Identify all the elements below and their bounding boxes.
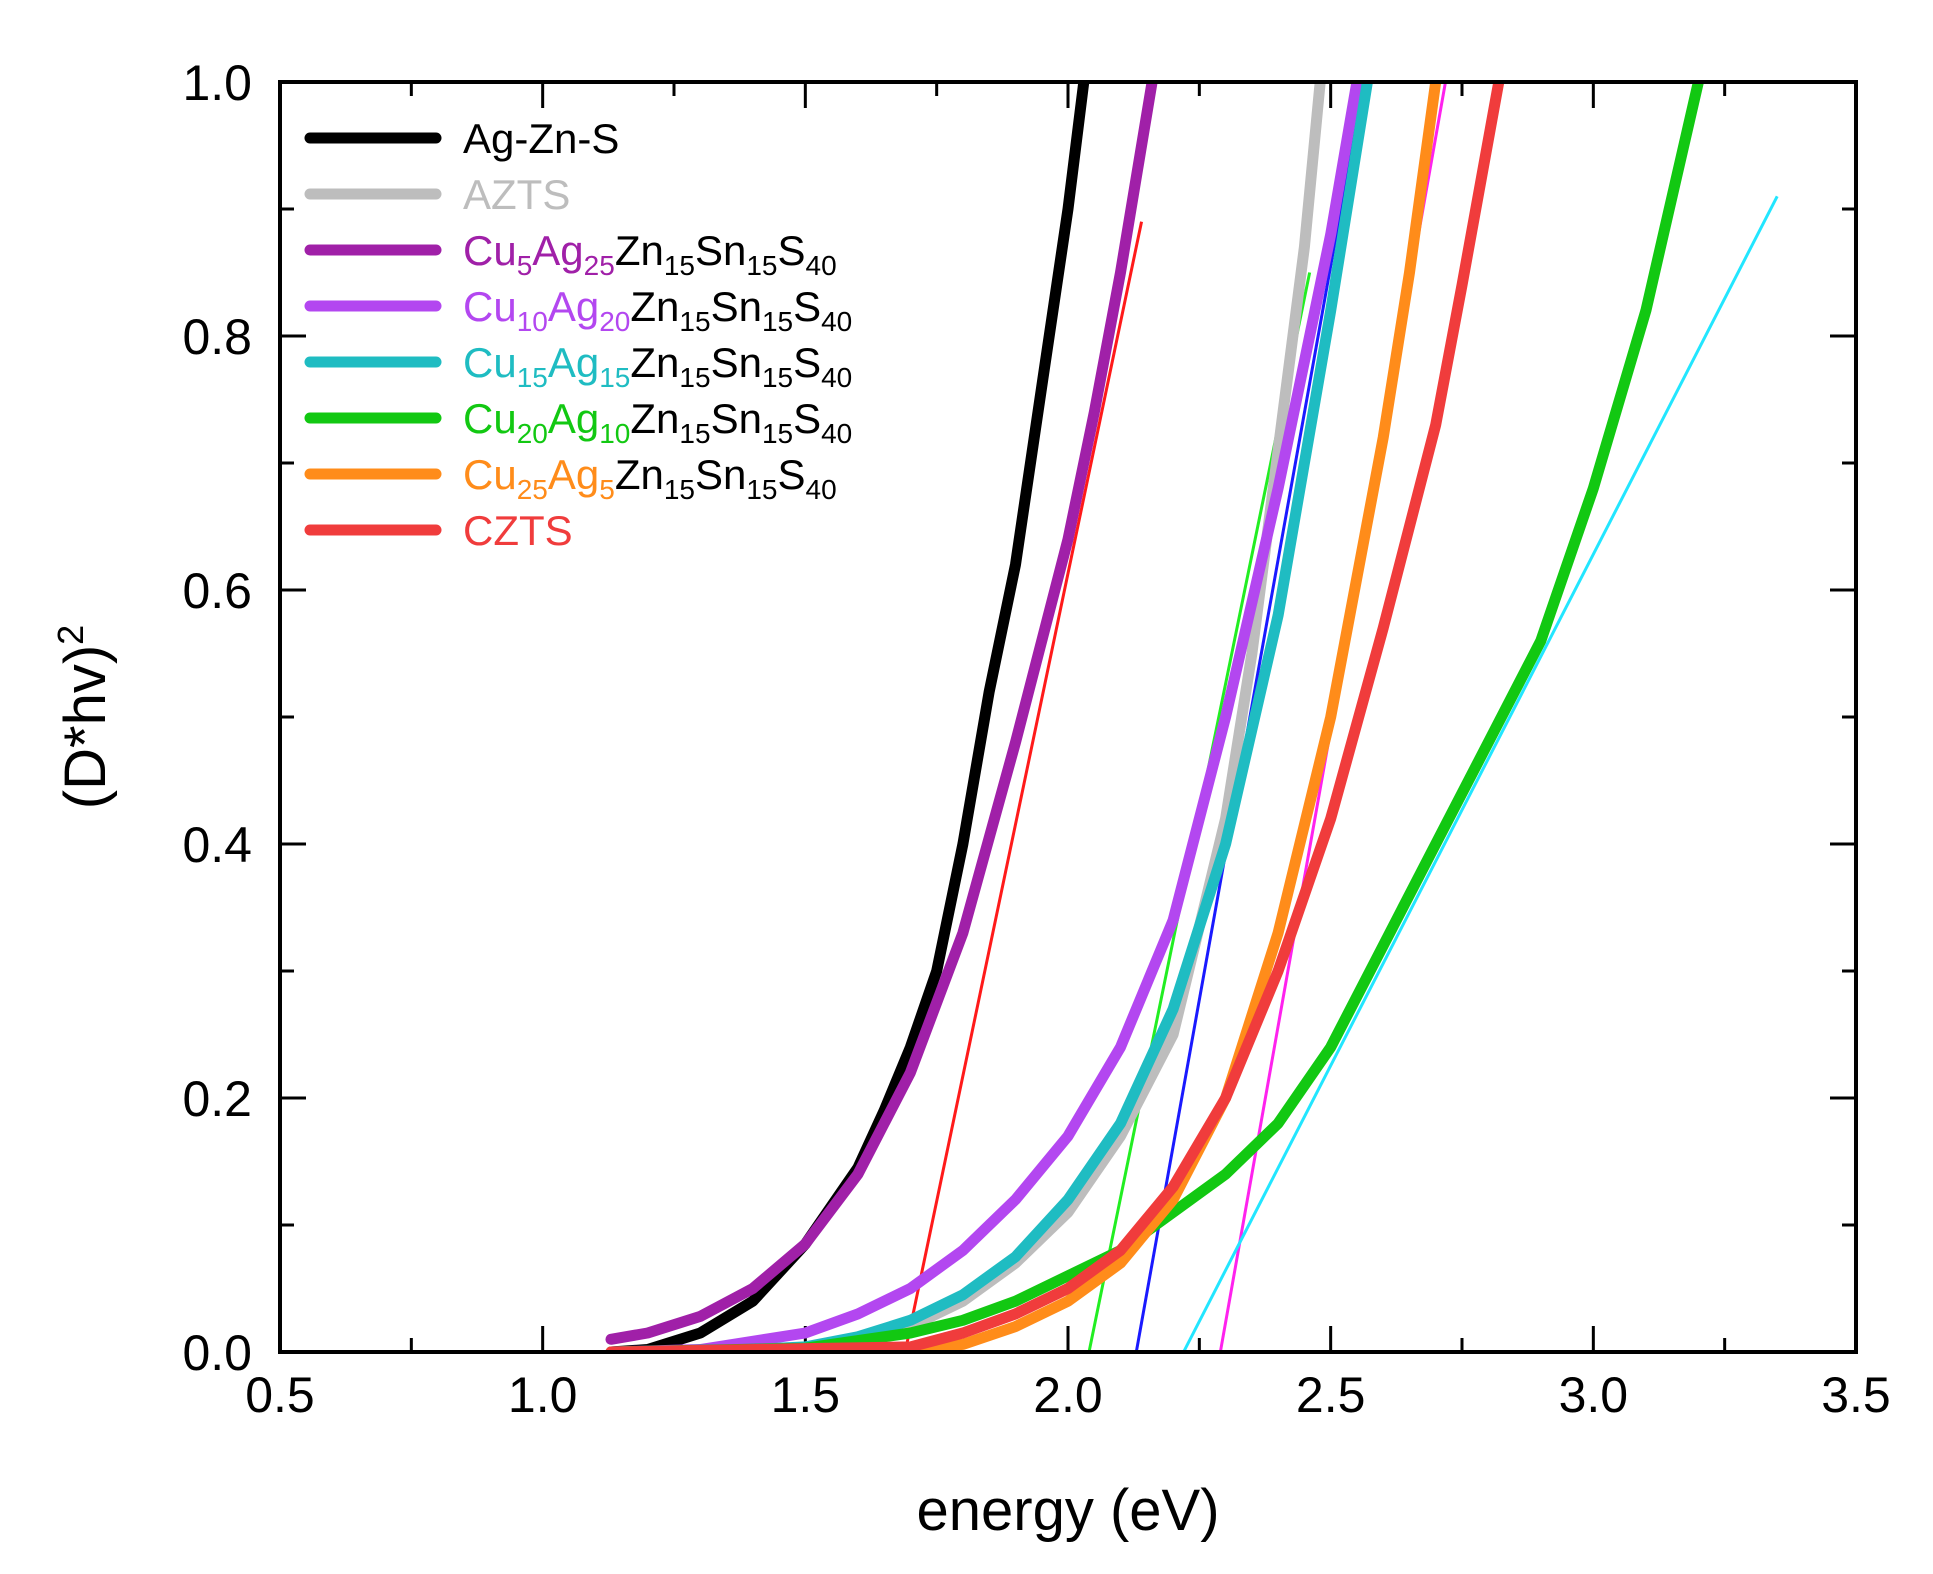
legend-label-part: S <box>778 451 806 498</box>
legend-label: Cu15Ag15Zn15Sn15S40 <box>463 339 852 393</box>
series-Ag-Zn-S <box>605 82 1090 1352</box>
legend-label-part: S <box>793 283 821 330</box>
legend-label-part: Cu <box>463 339 517 386</box>
y-tick-label: 0.4 <box>182 817 252 873</box>
legend-label-part: Sn <box>711 395 762 442</box>
x-tick-label: 1.0 <box>508 1367 578 1423</box>
y-tick-label: 0.2 <box>182 1071 252 1127</box>
legend-label-part: Sn <box>711 339 762 386</box>
legend-label-part: 15 <box>762 362 793 393</box>
x-axis-title: energy (eV) <box>916 1478 1219 1543</box>
fit-line <box>1134 82 1366 1352</box>
legend-label-part: CZTS <box>463 507 573 554</box>
legend-label-part: Sn <box>711 283 762 330</box>
legend-label: Cu20Ag10Zn15Sn15S40 <box>463 395 852 449</box>
y-axis-title-superscript: 2 <box>50 625 91 645</box>
legend-label-part: 15 <box>746 474 777 505</box>
legend-label-part: Cu <box>463 395 517 442</box>
legend-label-part: 15 <box>664 474 695 505</box>
legend-label-part: 20 <box>599 306 630 337</box>
legend-label-part: 25 <box>584 250 615 281</box>
legend-label-part: Cu <box>463 227 517 274</box>
legend-label-part: S <box>793 339 821 386</box>
y-axis-title: (D*hv)2 <box>50 625 118 809</box>
x-tick-label: 1.5 <box>771 1367 841 1423</box>
legend-label-part: 25 <box>517 474 548 505</box>
legend-label-part: 10 <box>517 306 548 337</box>
legend-label-part: 40 <box>821 306 852 337</box>
legend-label: Ag-Zn-S <box>463 115 619 162</box>
legend-label-part: Zn <box>630 339 679 386</box>
legend-label-part: Ag <box>548 451 599 498</box>
legend-label: Cu10Ag20Zn15Sn15S40 <box>463 283 852 337</box>
legend-label-part: S <box>793 395 821 442</box>
legend-label: Cu5Ag25Zn15Sn15S40 <box>463 227 837 281</box>
legend-label-part: 15 <box>517 362 548 393</box>
legend-label-part: Zn <box>615 451 664 498</box>
legend-label-part: 15 <box>679 418 710 449</box>
legend-label-part: Ag <box>548 395 599 442</box>
legend-label-part: Ag-Zn-S <box>463 115 619 162</box>
x-tick-label: 2.0 <box>1033 1367 1103 1423</box>
x-tick-label: 0.5 <box>245 1367 315 1423</box>
legend-label-part: 15 <box>599 362 630 393</box>
legend-label-part: 40 <box>806 250 837 281</box>
legend-label-part: Ag <box>532 227 583 274</box>
y-tick-label: 0.6 <box>182 563 252 619</box>
y-tick-label: 0.8 <box>182 309 252 365</box>
x-tick-label: 2.5 <box>1296 1367 1366 1423</box>
legend-label-part: 40 <box>821 362 852 393</box>
legend-label-part: 40 <box>806 474 837 505</box>
legend-label-part: 5 <box>599 474 615 505</box>
data-series <box>605 82 1704 1352</box>
series-Cu5Ag25Zn15Sn15S40 <box>605 82 1158 1345</box>
legend-label-part: 15 <box>762 306 793 337</box>
y-axis-title-main: (D*hv) <box>53 645 118 809</box>
fit-line <box>903 221 1144 1352</box>
legend-label-part: Ag <box>548 339 599 386</box>
y-tick-labels: 0.0 0.2 0.4 0.6 0.8 1.0 <box>182 55 252 1381</box>
series-Cu25Ag5Zn15Sn15S40 <box>605 82 1442 1352</box>
legend-label-part: 20 <box>517 418 548 449</box>
x-tick-label: 3.5 <box>1821 1367 1891 1423</box>
legend: Ag-Zn-SAZTSCu5Ag25Zn15Sn15S40Cu10Ag20Zn1… <box>304 115 852 554</box>
y-tick-label: 0.0 <box>182 1325 252 1381</box>
legend-label-part: Sn <box>695 451 746 498</box>
series-Cu10Ag20Zn15Sn15S40 <box>605 82 1363 1352</box>
legend-label-part: Sn <box>695 227 746 274</box>
legend-label-part: Zn <box>615 227 664 274</box>
legend-label-part: Zn <box>630 283 679 330</box>
legend-label: Cu25Ag5Zn15Sn15S40 <box>463 451 837 505</box>
legend-label-part: 15 <box>664 250 695 281</box>
series-Cu20Ag10Zn15Sn15S40 <box>605 82 1704 1352</box>
legend-label-part: S <box>778 227 806 274</box>
fit-line <box>1182 195 1779 1352</box>
legend-label-part: Ag <box>548 283 599 330</box>
legend-label: AZTS <box>463 171 570 218</box>
y-tick-label: 1.0 <box>182 55 252 111</box>
x-tick-label: 3.0 <box>1559 1367 1629 1423</box>
legend-label-part: Zn <box>630 395 679 442</box>
legend-label-part: AZTS <box>463 171 570 218</box>
legend-label-part: 15 <box>746 250 777 281</box>
legend-label-part: 10 <box>599 418 630 449</box>
legend-label: CZTS <box>463 507 573 554</box>
series-CZTS <box>605 82 1505 1352</box>
legend-label-part: 40 <box>821 418 852 449</box>
legend-label-part: 15 <box>679 306 710 337</box>
legend-label-part: 15 <box>679 362 710 393</box>
plot-frame <box>278 80 1858 1354</box>
legend-label-part: 15 <box>762 418 793 449</box>
legend-label-part: 5 <box>517 250 533 281</box>
x-tick-labels: 0.5 1.0 1.5 2.0 2.5 3.0 3.5 <box>245 1367 1891 1423</box>
legend-label-part: Cu <box>463 451 517 498</box>
legend-label-part: Cu <box>463 283 517 330</box>
